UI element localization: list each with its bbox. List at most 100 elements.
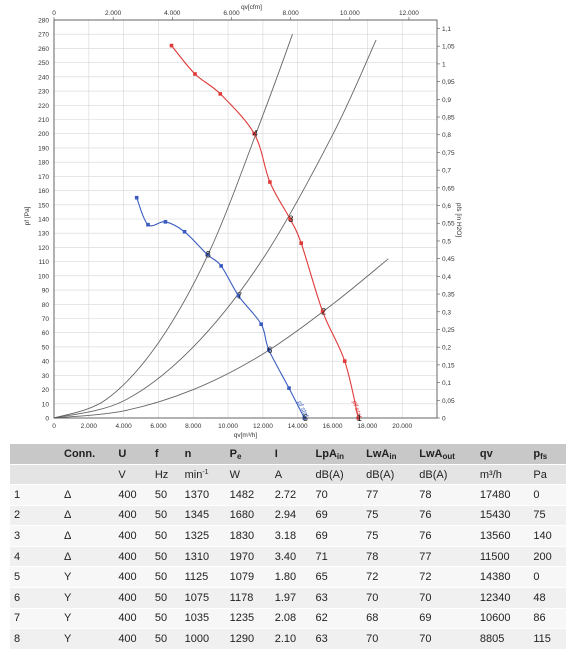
operating-point-label: 8 <box>206 250 211 260</box>
y-tick-label-right: 0,55 <box>442 221 455 228</box>
table-row: 7 Y 400 50 1035 1235 2.08 62 68 69 10600 86 <box>10 608 566 630</box>
y-tick-label-right: 0,3 <box>442 309 451 316</box>
table-cell: 400 <box>114 628 151 650</box>
x-tick-label-bottom: 16.000 <box>323 423 343 430</box>
operating-point-label: 7 <box>237 291 242 301</box>
series-point <box>193 72 197 76</box>
table-cell: 3 <box>10 525 60 547</box>
table-cell: 71 <box>311 546 363 568</box>
system-curve <box>53 258 389 419</box>
unit-cell: min-1 <box>180 464 226 485</box>
x-tick-label-top: 4.000 <box>164 10 181 17</box>
system-curve <box>53 39 377 419</box>
table-cell: 0 <box>529 484 566 506</box>
y-tick-label-left: 70 <box>42 316 50 323</box>
table-cell: 1.97 <box>270 587 312 609</box>
table-cell: 2.94 <box>270 505 312 527</box>
col-header-lwain: LwAin <box>362 444 416 465</box>
table-cell: 5 <box>10 566 60 588</box>
table-cell: 70 <box>311 484 363 506</box>
x-tick-label-bottom: 0 <box>52 423 56 430</box>
table-cell: 13560 <box>475 525 530 547</box>
table-cell: 1 <box>10 484 60 506</box>
table-cell: 50 <box>150 628 181 650</box>
y-tick-label-left: 50 <box>42 344 50 351</box>
table-cell: 3.40 <box>270 546 312 568</box>
table-cell: 2.72 <box>270 484 312 506</box>
system-curve <box>53 34 293 419</box>
table-cell: 11500 <box>475 546 530 568</box>
unit-cell: A <box>270 464 312 485</box>
table-cell: 200 <box>529 546 566 568</box>
y-tick-label-left: 140 <box>38 217 49 224</box>
table-row: 6 Y 400 50 1075 1178 1.97 63 70 70 12340 48 <box>10 587 566 609</box>
table-row: 8 Y 400 50 1000 1290 2.10 63 70 70 8805 115 <box>10 628 566 650</box>
x-tick-label-top: 12.000 <box>399 10 419 17</box>
y-tick-label-left: 80 <box>42 302 50 309</box>
table-cell: 6 <box>10 587 60 609</box>
table-cell: 1125 <box>180 566 226 588</box>
series-point <box>268 180 272 184</box>
x-tick-label-bottom: 18.000 <box>357 423 377 430</box>
operating-point-label: 1 <box>357 413 362 423</box>
y-tick-label-right: 1 <box>442 61 446 68</box>
table-cell: 50 <box>150 484 181 506</box>
series-point <box>252 131 257 136</box>
y-tick-label-right: 0,05 <box>442 398 455 405</box>
series-point <box>267 347 271 352</box>
y-tick-label-right: 0,9 <box>442 97 451 104</box>
table-cell: 68 <box>362 608 416 630</box>
table-cell: 2.10 <box>270 628 312 650</box>
unit-cell <box>10 464 60 485</box>
series-point <box>288 217 292 221</box>
table-cell: 400 <box>114 566 151 588</box>
table-cell: 62 <box>311 608 363 630</box>
table-cell: 50 <box>150 566 181 588</box>
y-tick-label-right: 0,95 <box>442 79 455 86</box>
table-cell: 50 <box>150 505 181 527</box>
table-cell: 1345 <box>180 505 226 527</box>
table-cell: 75 <box>529 505 566 527</box>
table-cell: 65 <box>311 566 363 588</box>
table-cell: 1178 <box>225 587 271 609</box>
col-header-lwaout: LwAout <box>415 444 476 465</box>
series-point <box>163 220 168 224</box>
table-cell: 400 <box>114 546 151 568</box>
col-header-i: I <box>270 444 312 465</box>
y-tick-label-left: 180 <box>38 160 49 167</box>
table-cell: 14380 <box>475 566 530 588</box>
y-tick-label-left: 120 <box>38 245 49 252</box>
series-point <box>134 195 139 200</box>
unit-cell: m³/h <box>475 464 530 485</box>
series-point <box>169 43 174 48</box>
table-cell: 76 <box>415 505 476 527</box>
series-point <box>259 322 263 326</box>
table-cell: 50 <box>150 525 181 547</box>
table-cell: Δ <box>60 546 115 568</box>
unit-cell: dB(A) <box>362 464 416 485</box>
y-tick-label-left: 210 <box>38 117 49 124</box>
table-cell: Y <box>60 566 115 588</box>
table-cell: 1680 <box>225 505 271 527</box>
series-point <box>320 309 325 314</box>
table-cell: 400 <box>114 608 151 630</box>
table-cell: 1079 <box>225 566 271 588</box>
unit-cell <box>60 464 115 485</box>
y-tick-label-left: 30 <box>42 373 50 380</box>
y-tick-label-left: 230 <box>38 89 49 96</box>
x-axis-title-bottom: qv[m³/h] <box>234 432 258 439</box>
table-cell: 2 <box>10 505 60 527</box>
table-cell: 86 <box>529 608 566 630</box>
table-cell: 400 <box>114 484 151 506</box>
y-tick-label-left: 40 <box>42 359 50 366</box>
y-tick-label-left: 60 <box>42 330 50 337</box>
table-units-row: V Hz min-1 W A dB(A) dB(A) dB(A) m³/h Pa <box>10 464 566 485</box>
x-tick-label-bottom: 4.000 <box>115 423 132 430</box>
table-cell: 8 <box>10 628 60 650</box>
table-cell: 10600 <box>475 608 530 630</box>
unit-cell: W <box>225 464 271 485</box>
chart-grid <box>53 19 437 419</box>
x-tick-label-top: 10.000 <box>340 10 360 17</box>
table-cell: 1075 <box>180 587 226 609</box>
series-point <box>146 222 150 227</box>
